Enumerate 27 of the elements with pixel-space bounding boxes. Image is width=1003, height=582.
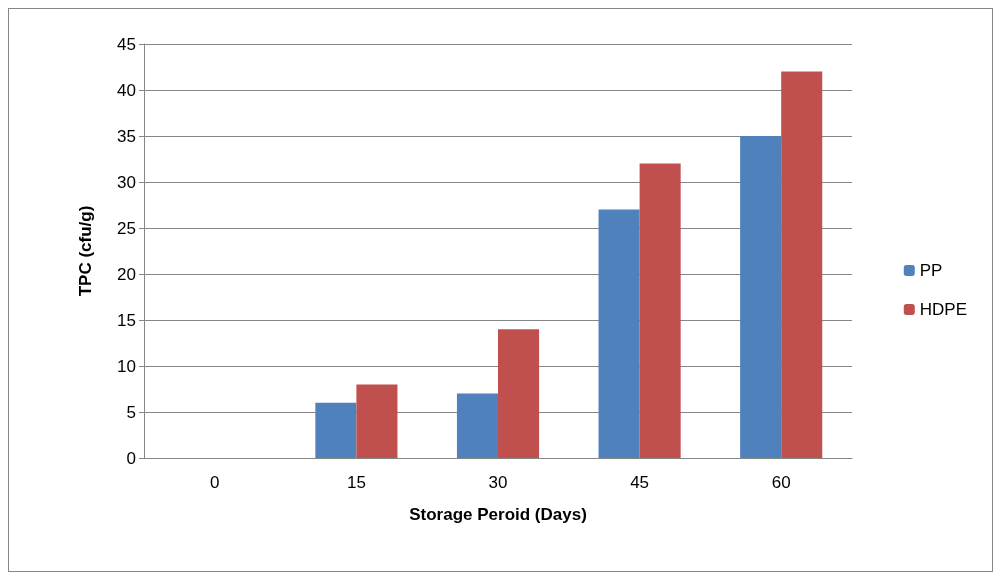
y-tick-label: 5	[126, 402, 136, 422]
y-tick-label: 25	[117, 218, 136, 238]
x-tick-label: 60	[771, 473, 791, 492]
y-axis-title: TPC (cfu/g)	[76, 205, 95, 297]
bar	[781, 71, 823, 458]
bar	[498, 329, 540, 458]
y-tick-label: 20	[117, 264, 136, 284]
y-tick-label: 40	[117, 80, 136, 100]
bar	[356, 384, 398, 458]
x-tick-label: 0	[210, 473, 220, 492]
x-tick-label: 30	[488, 473, 508, 492]
y-tick-label: 35	[117, 126, 136, 146]
x-tick-label: 15	[346, 473, 366, 492]
bar	[639, 163, 681, 458]
bar	[315, 402, 357, 458]
bar	[598, 209, 640, 458]
bar	[456, 393, 498, 458]
bar	[740, 136, 782, 458]
x-axis-title: Storage Peroid (Days)	[409, 505, 587, 524]
y-tick-label: 0	[126, 448, 136, 468]
legend-label: HDPE	[919, 300, 967, 319]
y-tick-label: 45	[117, 34, 136, 54]
y-tick-label: 30	[117, 172, 136, 192]
x-tick-label: 45	[630, 473, 650, 492]
y-tick-label: 15	[117, 310, 136, 330]
y-tick-label: 10	[117, 356, 136, 376]
legend-label: PP	[919, 261, 943, 280]
